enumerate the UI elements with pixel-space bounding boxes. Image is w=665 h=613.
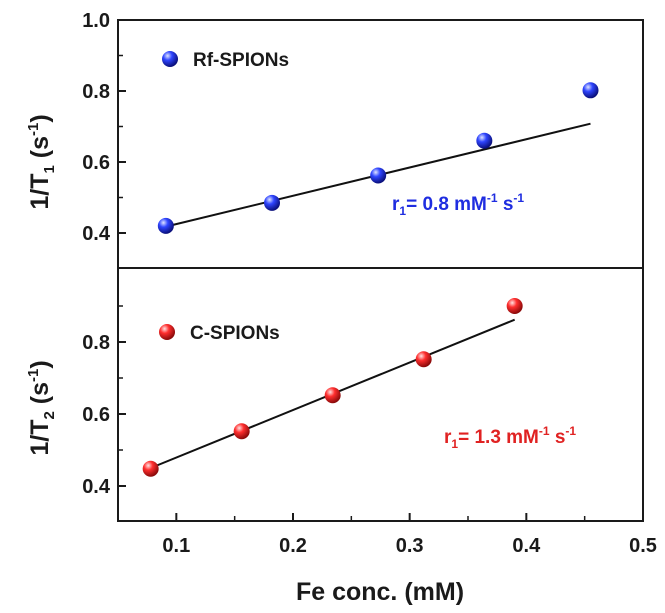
data-point-rf-spions bbox=[370, 167, 387, 184]
y-tick-label: 0.8 bbox=[82, 81, 110, 103]
y-tick-label: 1.0 bbox=[82, 10, 110, 32]
annotation-exp: -1 bbox=[487, 191, 498, 205]
x-axis-title: Fe conc. (mM) bbox=[296, 578, 464, 606]
data-point-c-spions bbox=[415, 351, 432, 368]
data-point-c-spions bbox=[506, 298, 523, 314]
y-tick-label: 0.6 bbox=[82, 404, 110, 426]
annotation-r1-top: r1= 0.8 mM-1 s-1 bbox=[392, 191, 524, 218]
y-tick-label: 0.6 bbox=[82, 152, 110, 174]
x-tick-label: 0.4 bbox=[512, 535, 541, 557]
annotation-r: r bbox=[444, 427, 452, 448]
annotation-value: = 0.8 mM bbox=[406, 194, 487, 215]
panel-top: 0.40.60.81.0 Rf-SPIONs r1= 0.8 mM-1 s-1 … bbox=[25, 10, 644, 269]
data-point-c-spions bbox=[233, 423, 250, 440]
annotation-r: r bbox=[392, 194, 400, 215]
data-point-rf-spions bbox=[264, 194, 280, 211]
legend-marker-rf-spions bbox=[162, 51, 178, 67]
legend-label-c-spions: C-SPIONs bbox=[190, 323, 280, 344]
annotation-value: = 1.3 mM bbox=[458, 427, 539, 448]
x-tick-label: 0.1 bbox=[162, 535, 190, 557]
x-tick-label: 0.3 bbox=[396, 535, 424, 557]
plot-frame-bottom bbox=[117, 267, 644, 522]
x-tick-label: 0.2 bbox=[279, 535, 307, 557]
legend-label-rf-spions: Rf-SPIONs bbox=[193, 50, 289, 71]
annotation-exp2: -1 bbox=[513, 191, 524, 205]
x-tick-label: 0.5 bbox=[629, 535, 657, 557]
y-tick-label: 0.8 bbox=[82, 332, 110, 354]
y-axis-title-top: 1/T1 (s-1) bbox=[25, 114, 58, 209]
panel-bottom: 0.4 0.6 0.8 0.1 0.2 0.3 0.4 0.5 C-SPIONs r1= 1… bbox=[25, 267, 657, 606]
annotation-exp2: -1 bbox=[565, 424, 576, 438]
y-tick-label: 0.4 bbox=[82, 223, 111, 245]
data-point-rf-spions bbox=[476, 132, 493, 149]
x-ticks-bottom: 0.1 0.2 0.3 0.4 0.5 bbox=[162, 513, 657, 557]
y-ticks-top: 0.4 0.6 0.8 1.0 bbox=[82, 10, 126, 245]
annotation-r1-bottom: r1= 1.3 mM-1 s-1 bbox=[444, 424, 576, 451]
legend-marker-c-spions bbox=[159, 324, 175, 340]
annotation-sub: 1 bbox=[399, 204, 406, 218]
y-tick-label: 0.4 bbox=[82, 476, 111, 498]
data-point-rf-spions bbox=[582, 82, 599, 99]
data-point-rf-spions bbox=[157, 217, 174, 234]
points-bottom bbox=[142, 298, 523, 477]
annotation-sub: 1 bbox=[451, 437, 458, 451]
data-point-c-spions bbox=[142, 460, 159, 477]
annotation-unit: s bbox=[550, 427, 566, 448]
annotation-unit: s bbox=[498, 194, 514, 215]
annotation-exp: -1 bbox=[539, 424, 550, 438]
data-point-c-spions bbox=[324, 387, 341, 404]
points-top bbox=[157, 82, 599, 234]
y-axis-title-bottom: 1/T2 (s-1) bbox=[25, 360, 58, 455]
y-ticks-bottom: 0.4 0.6 0.8 bbox=[82, 305, 126, 498]
